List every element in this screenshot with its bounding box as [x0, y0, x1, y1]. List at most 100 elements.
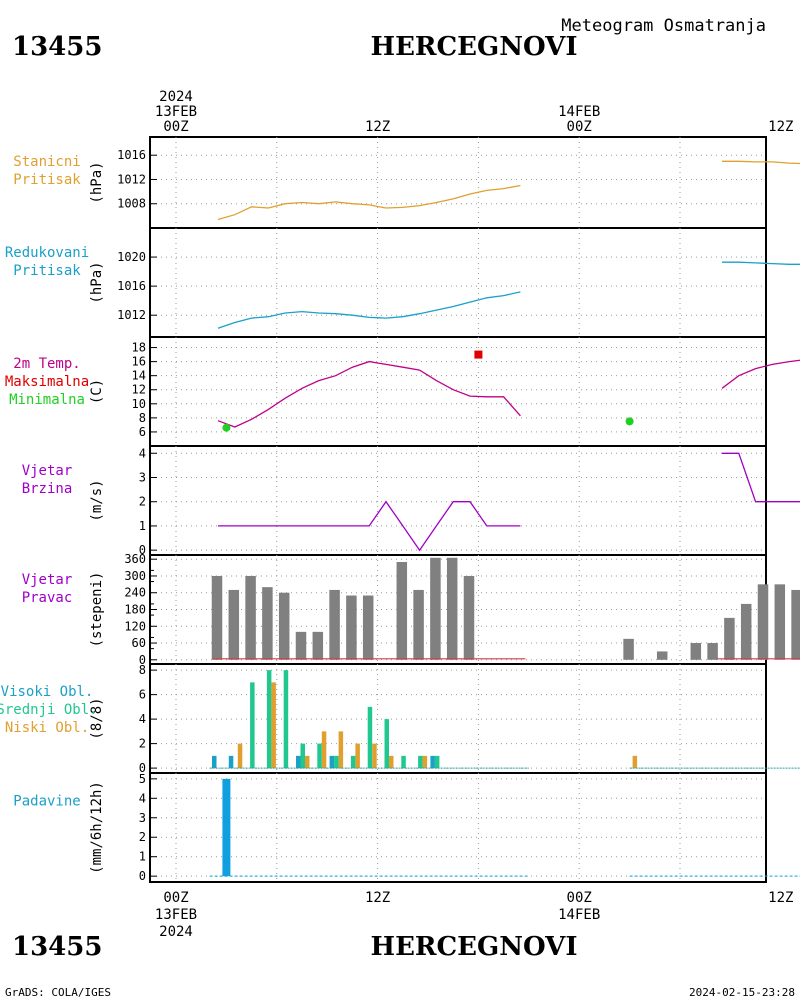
wind-direction-bar — [228, 589, 240, 660]
reduced-pressure-line — [217, 291, 521, 329]
tmin-marker — [222, 423, 231, 432]
wind-direction-bar — [396, 561, 408, 660]
top-time-label: 00Z — [163, 119, 188, 135]
y-tick-label: 1016 — [117, 279, 146, 293]
wind-direction-bar — [312, 631, 324, 660]
station-pressure-line — [722, 160, 800, 165]
panel-label: 2m Temp. — [13, 356, 80, 372]
y-tick-label: 8 — [139, 411, 146, 425]
precip-bar — [222, 778, 231, 877]
low-cloud-bar — [338, 731, 344, 769]
y-tick-label: 300 — [124, 569, 146, 583]
y-tick-label: 0 — [139, 653, 146, 667]
wind-direction-bar — [757, 584, 769, 660]
panel-pressure: 1008 1012 1016 (hPa) Stanicni Pritisak — [13, 136, 800, 229]
wind-direction-bar — [430, 557, 441, 660]
mid-cloud-bar — [384, 719, 389, 769]
panel-label: Niski Obl. — [5, 720, 89, 736]
wind-direction-bar — [446, 557, 458, 660]
y-tick-label: 10 — [132, 397, 146, 411]
wind-direction-bar — [295, 631, 307, 660]
station-pressure-line — [217, 184, 521, 221]
y-tick-label: 4 — [139, 791, 146, 805]
y-tick-label: 60 — [132, 636, 146, 650]
y-tick-label: 3 — [139, 470, 146, 484]
top-time-axis: 202413FEB00Z12Z14FEB00Z12Z15FEB00Z12Z — [155, 89, 794, 135]
panel-dir: 0 60 120 180 240 300 360 (stepeni) Vjetar Pravac — [22, 552, 800, 667]
panel-label: Srednji Obl. — [0, 702, 98, 718]
bottom-time-label: 12Z — [768, 890, 793, 906]
tmin-marker — [625, 417, 634, 426]
top-time-label: 12Z — [768, 119, 793, 135]
mid-cloud-bar — [434, 755, 440, 769]
subtitle: Meteogram Osmatranja — [561, 16, 766, 36]
wind-direction-bar — [463, 575, 475, 660]
wind-speed-line — [218, 500, 521, 552]
y-unit-label: (hPa) — [89, 161, 105, 203]
y-tick-label: 0 — [139, 543, 146, 557]
footer-timestamp: 2024-02-15-23:28 — [689, 986, 795, 999]
panels: 100810121016(hPa)StanicniPritisak1012101… — [0, 136, 800, 883]
wind-direction-bar — [656, 651, 668, 660]
panel-label: Stanicni — [13, 154, 80, 170]
panel-label: Pritisak — [13, 263, 81, 279]
mid-cloud-bar — [266, 670, 272, 769]
bottom-time-label: 00Z — [163, 890, 188, 906]
wind-direction-bar — [791, 589, 800, 660]
wind-direction-bar — [740, 603, 752, 660]
y-tick-label: 6 — [139, 688, 146, 702]
wind-speed-line — [722, 452, 800, 503]
y-tick-label: 18 — [132, 341, 146, 355]
high-cloud-bar — [228, 755, 234, 769]
y-tick-label: 1 — [139, 519, 146, 533]
temperature-line — [721, 359, 800, 389]
top-time-label: 12Z — [365, 119, 390, 135]
panel-frame — [149, 136, 767, 229]
footer-source: GrADS: COLA/IGES — [5, 986, 111, 999]
low-cloud-bar — [305, 755, 310, 769]
y-tick-label: 6 — [139, 425, 146, 439]
bottom-time-axis: 00Z13FEB202412Z00Z14FEB12Z00Z15FEB12Z — [155, 890, 794, 940]
wind-direction-bar — [413, 589, 424, 660]
mid-cloud-bar — [334, 755, 339, 769]
bottom-time-label: 14FEB — [558, 907, 600, 923]
bottom-time-label: 13FEB — [155, 907, 197, 923]
y-tick-label: 120 — [124, 619, 146, 633]
wind-direction-bar — [245, 575, 256, 660]
high-cloud-bar — [430, 755, 435, 769]
panel-label: Minimalna — [9, 392, 85, 408]
wind-direction-bar — [707, 643, 718, 660]
panel-label: Vjetar — [22, 572, 73, 588]
panel-frame — [149, 663, 767, 774]
mid-cloud-bar — [283, 670, 289, 769]
station-id-bottom: 13455 — [12, 932, 102, 962]
station-id-top: 13455 — [12, 32, 102, 62]
bottom-time-label: 00Z — [567, 890, 592, 906]
y-tick-label: 0 — [139, 761, 146, 775]
mid-cloud-bar — [300, 743, 305, 769]
city-name-top: HERCEGNOVI — [371, 32, 578, 62]
mid-cloud-bar — [367, 706, 373, 769]
bottom-time-label: 2024 — [159, 924, 193, 940]
panel-label: Pritisak — [13, 172, 81, 188]
y-tick-label: 14 — [132, 369, 146, 383]
y-tick-label: 2 — [139, 737, 146, 751]
tmax-marker — [474, 350, 483, 359]
y-tick-label: 1012 — [117, 172, 146, 186]
y-tick-label: 16 — [132, 355, 146, 369]
wind-direction-bar — [623, 638, 634, 660]
y-unit-label: (hPa) — [89, 261, 105, 303]
reduced-pressure-line — [722, 261, 800, 265]
high-cloud-bar — [296, 755, 301, 769]
panel-wind: 0 1 2 3 4 (m/s) Vjetar Brzina — [22, 445, 800, 557]
panel-cloud: 0 2 4 6 8 (8/8)Visoki Obl. Srednji Obl. Niski O… — [0, 663, 800, 775]
top-time-label: 13FEB — [155, 104, 197, 120]
mid-cloud-bar — [350, 755, 356, 769]
y-tick-label: 4 — [139, 446, 146, 460]
wind-direction-bar — [362, 595, 374, 660]
top-time-label: 00Z — [567, 119, 592, 135]
y-unit-label: (mm/6h/12h) — [89, 781, 105, 874]
y-tick-label: 3 — [139, 811, 146, 825]
